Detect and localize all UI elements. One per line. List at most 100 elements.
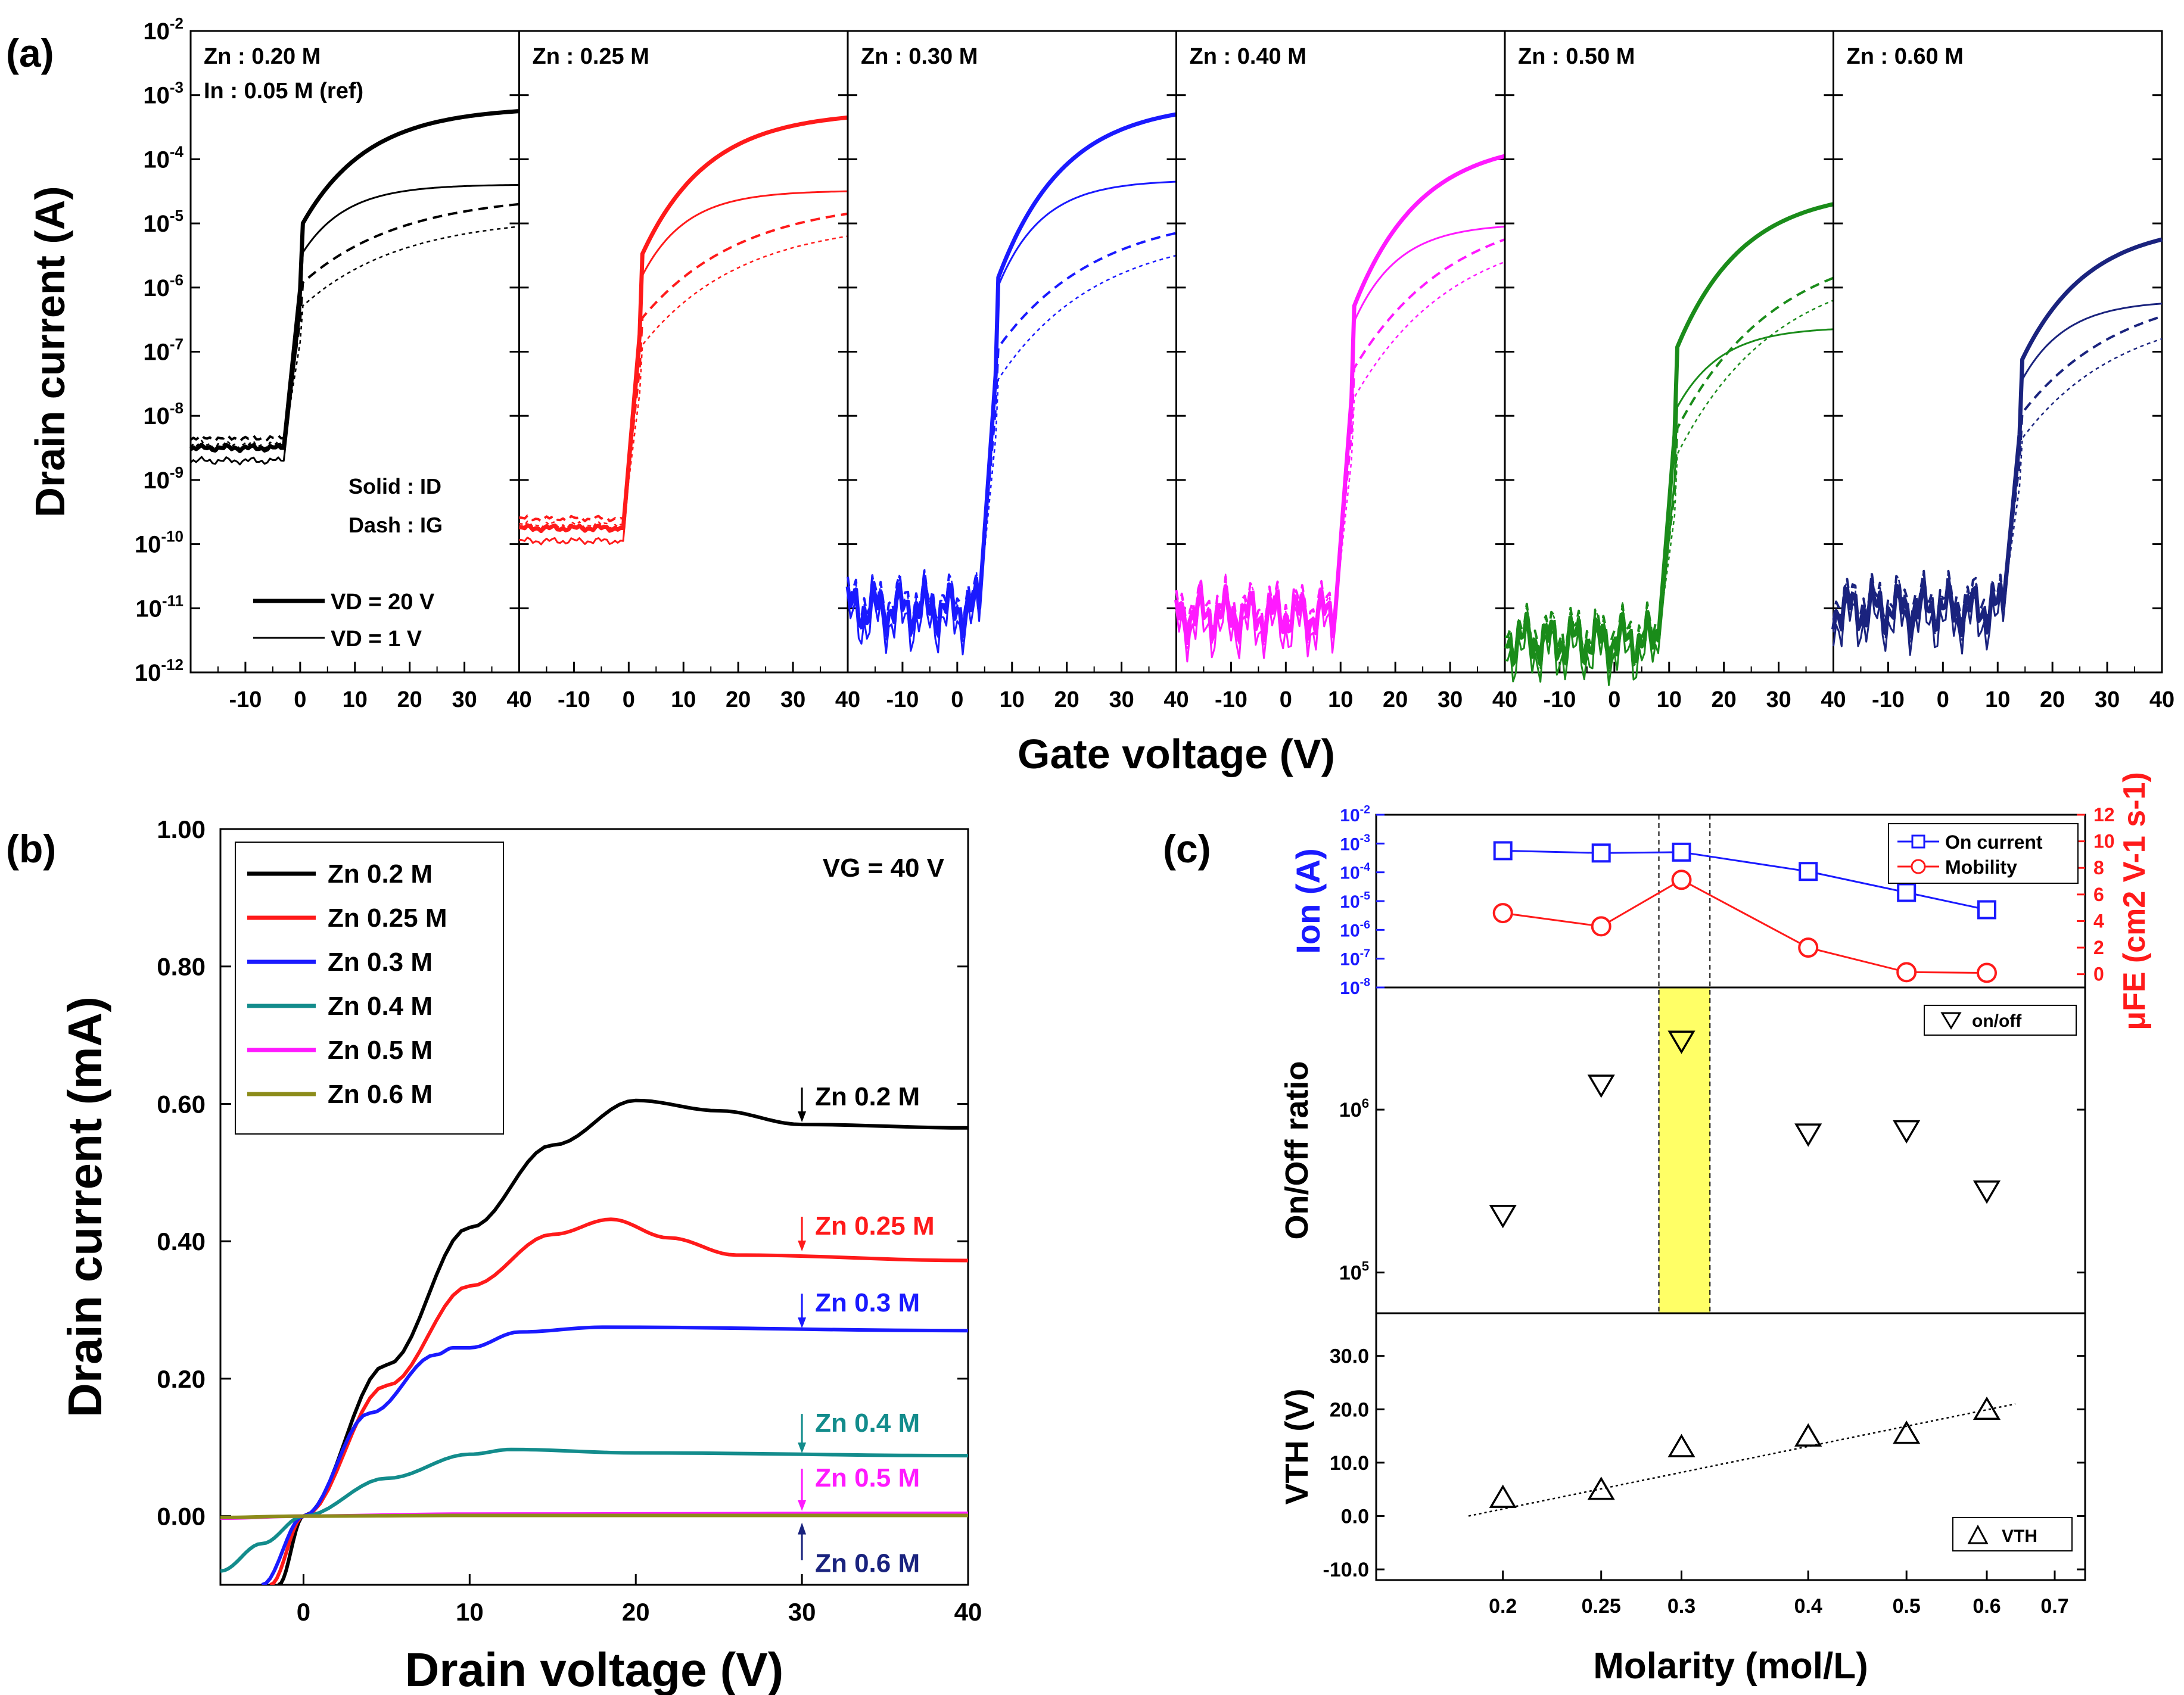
series-line-Zn-0.25-M xyxy=(269,1217,968,1585)
on-current-marker xyxy=(1493,841,1513,861)
x-tick-label: 40 xyxy=(835,687,860,712)
panel-a-in-label: In : 0.05 M (ref) xyxy=(204,79,363,104)
label-arrow-head xyxy=(798,1442,807,1454)
x-tick-label: 0 xyxy=(1937,687,1949,712)
x-tick-label: 0.5 xyxy=(1893,1595,1921,1618)
x-tick-label: 40 xyxy=(954,1598,982,1626)
legend-entry: Mobility xyxy=(1945,856,2017,878)
right-y-tick-label: 12 xyxy=(2093,804,2115,825)
y-tick-label: 0.00 xyxy=(157,1503,206,1531)
panel-b-xlabel: Drain voltage (V) xyxy=(405,1643,784,1695)
left-y-tick-label: 10-5 xyxy=(1340,890,1370,912)
legend-vd1: VD = 1 V xyxy=(331,627,422,652)
x-tick-label: 0.2 xyxy=(1489,1595,1517,1618)
y-tick-label: -10.0 xyxy=(1323,1559,1370,1581)
panel-a-zn-label: Zn : 0.60 M xyxy=(1847,44,1964,69)
y-tick-label: 0.20 xyxy=(157,1365,206,1393)
x-tick-label: 40 xyxy=(506,687,531,712)
panel-a-zn-label: Zn : 0.30 M xyxy=(861,44,978,69)
curve-label: Zn 0.3 M xyxy=(815,1288,920,1317)
x-tick-label: 40 xyxy=(1492,687,1517,712)
x-tick-label: 0.4 xyxy=(1794,1595,1822,1618)
y-tick-label: 1.00 xyxy=(157,815,206,843)
ig-vd20-curve xyxy=(189,202,519,443)
panel-b-series xyxy=(220,1098,968,1585)
ig-vd20-curve xyxy=(847,232,1177,628)
mobility-marker xyxy=(1671,870,1692,890)
legend-entry: Zn 0.3 M xyxy=(328,948,433,977)
bottom-legend-box xyxy=(1952,1517,2073,1551)
x-tick-label: -10 xyxy=(558,687,590,712)
right-y-tick-label: 2 xyxy=(2093,937,2104,958)
left-y-tick-label: 10-2 xyxy=(1340,803,1370,826)
label-arrow-head xyxy=(798,1317,807,1329)
legend-entry: Zn 0.4 M xyxy=(328,992,433,1021)
id-vd1-curve xyxy=(1175,226,1505,663)
onoff-marker xyxy=(1893,1120,1921,1144)
mobility-marker xyxy=(1977,962,1998,983)
y-tick-label: 0.0 xyxy=(1341,1505,1369,1528)
label-arrow-head xyxy=(798,1111,807,1123)
on-current-marker xyxy=(1591,843,1611,863)
legend-entry: Zn 0.5 M xyxy=(328,1036,433,1065)
y-tick-label: 10-9 xyxy=(143,463,183,494)
highlight-band xyxy=(1659,987,1710,1313)
ig-vd1-curve xyxy=(1175,261,1505,650)
curve-label: Zn 0.4 M xyxy=(815,1409,920,1438)
legend-vd20: VD = 20 V xyxy=(331,590,435,615)
vth-marker xyxy=(1587,1476,1615,1500)
curve-label: Zn 0.2 M xyxy=(815,1082,920,1111)
x-tick-label: 20 xyxy=(1712,687,1737,712)
id-vd1-curve xyxy=(847,180,1177,656)
top-ylabel-right: μFE (cm2 V-1 s-1) xyxy=(2117,772,2152,1030)
mobility-marker xyxy=(1591,916,1611,937)
legend-entry: On current xyxy=(1945,831,2043,853)
id-vd20-curve xyxy=(1831,237,2163,639)
on-current-marker xyxy=(1977,900,1997,920)
panel-a-zn-label: Zn : 0.25 M xyxy=(533,44,649,69)
id-vd1-curve xyxy=(1833,303,2163,656)
x-tick-label: 0.7 xyxy=(2040,1595,2068,1618)
label-arrow-head xyxy=(798,1240,807,1251)
on-current-marker xyxy=(1897,883,1917,902)
x-tick-label: 10 xyxy=(1328,687,1353,712)
vth-marker xyxy=(1794,1423,1822,1447)
x-tick-label: 20 xyxy=(397,687,422,712)
y-tick-label: 106 xyxy=(1339,1096,1369,1121)
x-tick-label: 0.3 xyxy=(1667,1595,1695,1618)
x-tick-label: 0 xyxy=(1280,687,1292,712)
y-tick-label: 10-8 xyxy=(143,399,183,429)
x-tick-label: 30 xyxy=(788,1598,816,1626)
mobility-marker xyxy=(1492,903,1513,924)
ig-vd20-curve xyxy=(1832,315,2163,628)
y-tick-label: 10-11 xyxy=(135,591,183,622)
x-tick-label: 30 xyxy=(2095,687,2120,712)
y-tick-label: 105 xyxy=(1339,1258,1369,1284)
x-tick-label: 30 xyxy=(1109,687,1134,712)
legend-marker xyxy=(1940,1012,1962,1030)
legend-dash: Dash : IG xyxy=(349,513,443,537)
x-tick-label: 30 xyxy=(1766,687,1791,712)
x-tick-label: 0 xyxy=(1608,687,1620,712)
onoff-marker xyxy=(1973,1180,2001,1204)
on-current-line xyxy=(1502,849,1987,911)
series-line-Zn-0.6-M xyxy=(220,1513,968,1519)
x-tick-label: 20 xyxy=(2040,687,2065,712)
onoff-marker xyxy=(1489,1205,1517,1229)
x-tick-label: 0 xyxy=(297,1598,310,1626)
panel-c-label: (c) xyxy=(1163,827,1211,871)
left-y-tick-label: 10-4 xyxy=(1340,861,1370,883)
panel-b-frame xyxy=(219,828,969,1586)
left-y-tick-label: 10-7 xyxy=(1340,947,1370,970)
panel-c-chart: 0.2 0.25 0.3 0.4 0.5 0.6 0.7 Molarity (mol/L) 10… xyxy=(1279,772,2152,1687)
panel-a-frame xyxy=(1504,30,1834,674)
panel-a-zn-label: Zn : 0.20 M xyxy=(204,44,321,69)
x-tick-label: 20 xyxy=(1054,687,1079,712)
x-tick-label: 0.6 xyxy=(1973,1595,2001,1618)
ig-vd1-curve xyxy=(847,254,1177,642)
legend-entry: on/off xyxy=(1972,1011,2022,1031)
ig-vd20-curve xyxy=(519,212,848,523)
x-tick-label: 40 xyxy=(1821,687,1846,712)
ig-vd20-curve xyxy=(1175,238,1505,635)
y-tick-label: 20.0 xyxy=(1330,1398,1369,1421)
